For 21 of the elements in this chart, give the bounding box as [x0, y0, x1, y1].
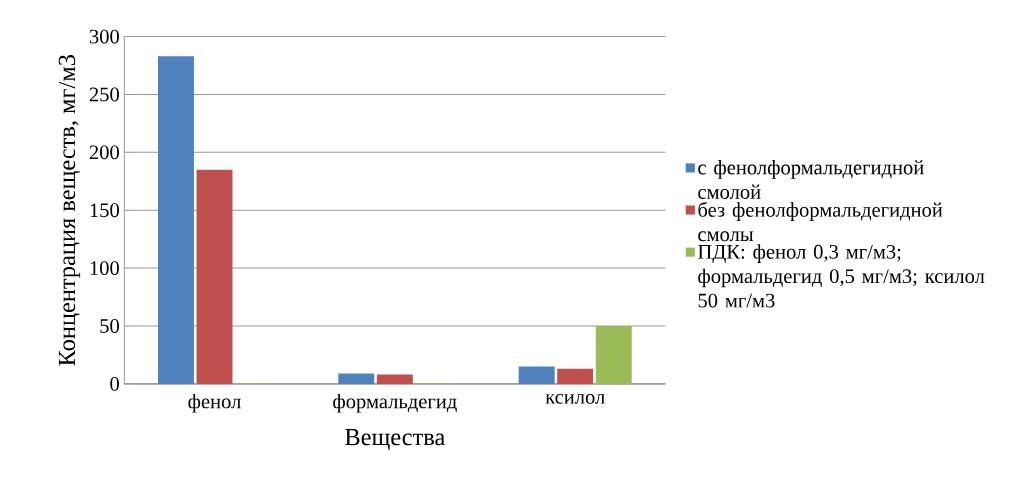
bar: [595, 326, 632, 384]
y-tick-label: 0: [110, 376, 119, 391]
y-tick-label: 250: [89, 87, 119, 102]
y-axis-title: Концентрация веществ, мг/м3: [58, 55, 81, 366]
y-tick-label: 100: [90, 261, 119, 276]
bar: [338, 373, 375, 384]
y-tick-label: 200: [89, 145, 119, 160]
y-tick-label: 50: [100, 319, 119, 333]
bar: [157, 56, 194, 384]
bar: [196, 169, 233, 384]
x-tick-label: формальдегид: [333, 393, 457, 413]
bar: [518, 366, 555, 384]
x-axis-title: Вещества: [345, 429, 445, 451]
bar: [376, 374, 413, 384]
y-tick-label: 150: [90, 203, 119, 218]
legend-label: ПДК: фенол 0,3 мг/м3; формальдегид 0,5 мг/м3; ксилол 50 мг/м3: [698, 244, 985, 308]
bar: [557, 368, 594, 384]
x-tick-label: ксилол: [545, 393, 605, 404]
legend-label: с фенолформальдегидной смолой: [698, 160, 924, 199]
y-tick-label: 300: [89, 29, 119, 44]
x-tick-label: фенол: [188, 393, 241, 413]
